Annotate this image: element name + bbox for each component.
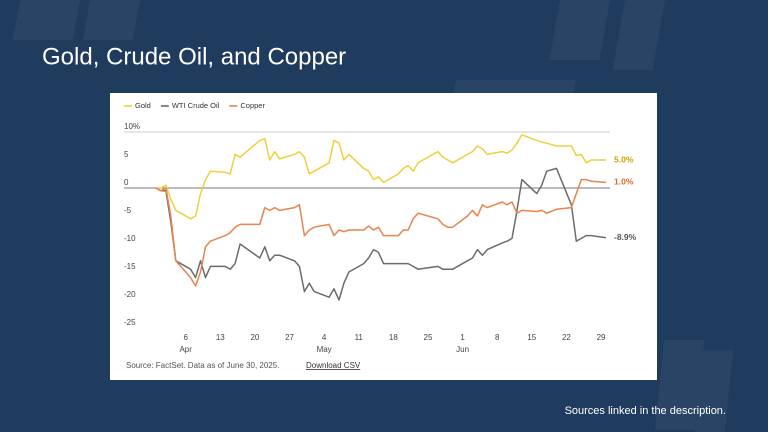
y-tick-label: 5 xyxy=(124,150,129,159)
x-tick-label: 4 xyxy=(322,333,327,342)
month-label: May xyxy=(317,345,332,354)
month-label: Jun xyxy=(456,345,469,354)
series-line xyxy=(155,178,607,287)
x-tick-label: 11 xyxy=(355,333,364,342)
x-tick-label: 1 xyxy=(460,333,465,342)
end-label: -8.9% xyxy=(614,232,637,242)
y-tick-label: -5 xyxy=(124,206,132,215)
x-tick-label: 20 xyxy=(250,333,259,342)
legend-label: WTI Crude Oil xyxy=(172,101,220,110)
end-label: 5.0% xyxy=(614,154,634,164)
y-tick-label: -15 xyxy=(124,262,136,271)
x-tick-label: 15 xyxy=(527,333,536,342)
y-tick-label: -20 xyxy=(124,290,136,299)
legend-label: Copper xyxy=(240,101,265,110)
x-tick-label: 27 xyxy=(285,333,294,342)
y-tick-label: -25 xyxy=(124,318,136,327)
slide-title: Gold, Crude Oil, and Copper xyxy=(42,43,346,70)
x-tick-label: 6 xyxy=(183,333,188,342)
slide-note: Sources linked in the description. xyxy=(565,405,726,417)
series-line xyxy=(156,134,606,220)
x-tick-label: 8 xyxy=(495,333,500,342)
download-link[interactable]: Download CSV xyxy=(306,361,361,370)
x-tick-label: 13 xyxy=(216,333,225,342)
y-tick-label: 10% xyxy=(124,122,140,131)
x-tick-label: 18 xyxy=(389,333,398,342)
x-tick-label: 22 xyxy=(562,333,571,342)
series-line xyxy=(155,167,607,301)
y-tick-label: -10 xyxy=(124,234,136,243)
source: Source: FactSet. Data as of June 30, 202… xyxy=(126,361,279,370)
x-tick-label: 25 xyxy=(424,333,433,342)
end-label: 1.0% xyxy=(614,177,634,187)
x-tick-label: 29 xyxy=(597,333,606,342)
legend-label: Gold xyxy=(135,101,151,110)
y-tick-label: 0 xyxy=(124,178,129,187)
chart-card xyxy=(110,93,657,380)
month-label: Apr xyxy=(179,345,192,354)
